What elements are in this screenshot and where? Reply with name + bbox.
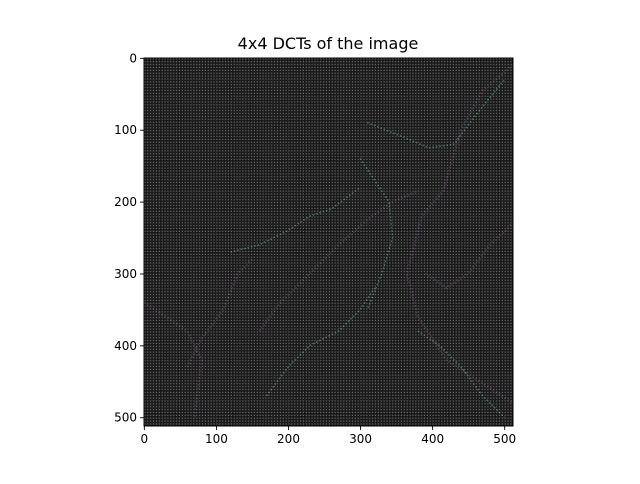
dc-coefficient-grid [144,58,513,426]
x-axis: 0 100 200 300 400 500 [141,426,516,446]
x-tick-label: 0 [141,432,149,446]
y-tick-label: 500 [114,411,137,425]
y-tick-label: 0 [129,51,137,65]
y-axis: 0 100 200 300 400 500 [114,51,144,425]
x-tick-label: 300 [349,432,372,446]
x-tick-label: 200 [277,432,300,446]
y-tick-label: 400 [114,339,137,353]
x-tick-label: 400 [421,432,444,446]
y-tick-label: 200 [114,195,137,209]
x-tick-label: 500 [493,432,516,446]
x-tick-label: 100 [205,432,228,446]
y-tick-label: 300 [114,267,137,281]
chart-title: 4x4 DCTs of the image [238,34,419,53]
plot-area [144,58,513,426]
plot-frame [143,57,514,427]
y-tick-label: 100 [114,123,137,137]
